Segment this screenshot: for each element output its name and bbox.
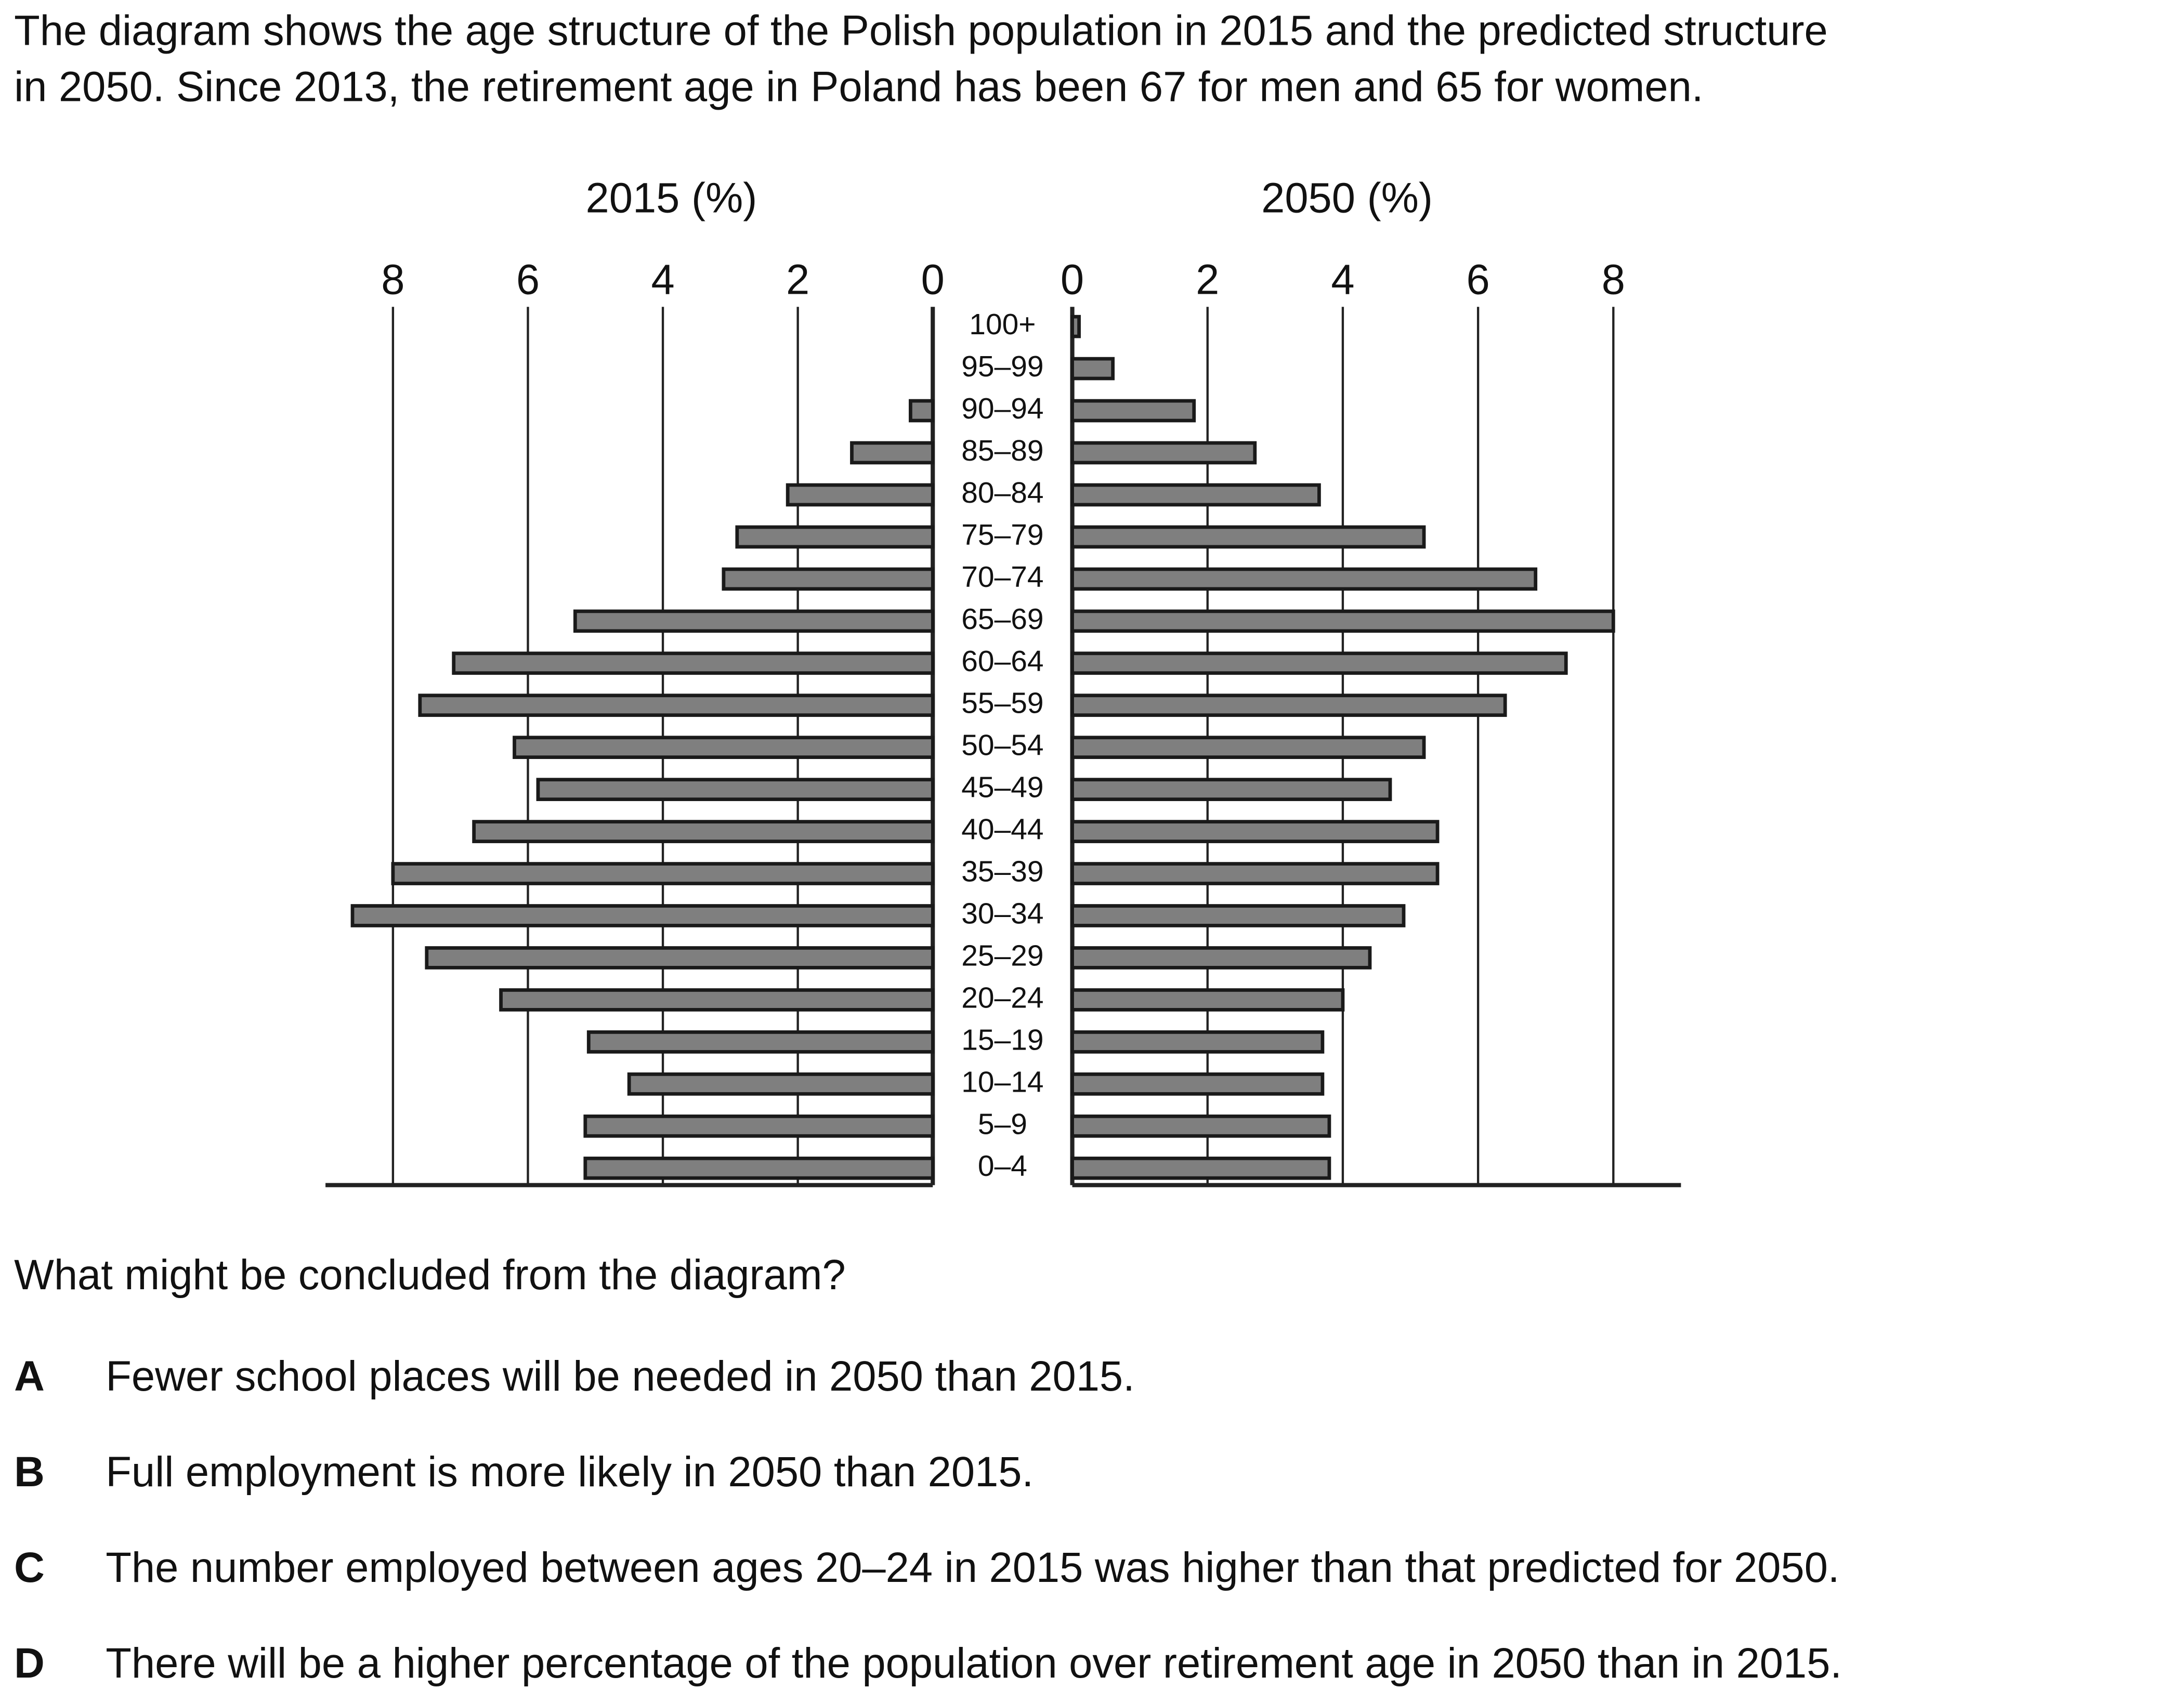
bar [536, 778, 935, 801]
x-tick-label: 6 [1467, 256, 1490, 304]
x-tick-label: 0 [1061, 256, 1084, 304]
chart: 100+ 95–99 90–94 85–89 80–84 75–79 70–74 65–69 6… [325, 175, 1681, 1187]
category-label: 65–69 [961, 603, 1043, 636]
bar [1070, 1156, 1331, 1180]
bar [573, 609, 935, 633]
x-tick-label: 0 [921, 256, 945, 304]
category-label: 10–14 [961, 1066, 1043, 1098]
bar [1070, 651, 1568, 675]
bar [1070, 525, 1426, 549]
bar [1070, 904, 1406, 927]
option-text: The number employed between ages 20–24 i… [106, 1544, 1839, 1591]
bar [627, 1072, 935, 1096]
bar [1070, 736, 1426, 760]
bar [786, 483, 935, 507]
intro-line: in 2050. Since 2013, the retirement age … [14, 63, 1703, 111]
category-label: 0–4 [978, 1150, 1027, 1183]
category-label: 95–99 [961, 350, 1043, 383]
bar [1070, 609, 1615, 633]
category-label: 45–49 [961, 771, 1043, 804]
bar [1070, 1030, 1325, 1054]
category-label: 75–79 [961, 519, 1043, 552]
bar [583, 1156, 935, 1180]
bar [472, 820, 935, 843]
bar [1070, 820, 1440, 843]
category-label: 20–24 [961, 981, 1043, 1014]
bar [850, 441, 935, 465]
x-tick-label: 4 [651, 256, 674, 304]
bar [1070, 567, 1538, 591]
x-tick-label: 2 [1196, 256, 1219, 304]
x-tick-label: 2 [786, 256, 809, 304]
bar [1070, 946, 1372, 970]
category-label: 100+ [969, 308, 1036, 341]
category-label: 60–64 [961, 645, 1043, 678]
bar [1070, 693, 1507, 717]
bar [583, 1114, 935, 1138]
bar [1070, 1072, 1325, 1096]
bar [452, 651, 935, 675]
bar [499, 988, 935, 1012]
bar [1070, 778, 1392, 801]
option-letter: A [14, 1353, 45, 1400]
bar [722, 567, 935, 591]
category-label: 15–19 [961, 1024, 1043, 1056]
bar [391, 862, 935, 885]
category-label: 90–94 [961, 392, 1043, 425]
intro-line: The diagram shows the age structure of t… [14, 7, 1828, 54]
category-label: 35–39 [961, 856, 1043, 888]
category-label: 80–84 [961, 477, 1043, 509]
bar [1070, 357, 1115, 381]
bar [1070, 1114, 1331, 1138]
bar [586, 1030, 935, 1054]
question: What might be concluded from the diagram… [14, 1251, 846, 1299]
x-tick-label: 4 [1331, 256, 1354, 304]
x-tick-label: 8 [381, 256, 404, 304]
category-label: 55–59 [961, 687, 1043, 720]
category-label: 30–34 [961, 898, 1043, 931]
options: A Fewer school places will be needed in 2… [14, 1353, 1842, 1687]
option-letter: B [14, 1448, 45, 1496]
bar [1070, 441, 1257, 465]
x-tick-label: 8 [1602, 256, 1625, 304]
x-tick-label: 6 [516, 256, 540, 304]
category-label: 25–29 [961, 940, 1043, 973]
bar [1070, 399, 1196, 423]
bar [513, 736, 935, 760]
bar [1070, 988, 1345, 1012]
bar [425, 946, 935, 970]
bar [909, 399, 935, 423]
bar [1070, 315, 1081, 338]
category-label: 50–54 [961, 729, 1043, 762]
option-text: Full employment is more likely in 2050 t… [106, 1448, 1034, 1496]
bar [418, 693, 935, 717]
panel-title: 2015 (%) [586, 175, 757, 222]
category-label: 40–44 [961, 814, 1043, 846]
panel-title: 2050 (%) [1261, 175, 1433, 222]
bar [350, 904, 935, 927]
bar [1070, 862, 1440, 885]
category-label: 5–9 [978, 1108, 1027, 1141]
bar [1070, 483, 1321, 507]
option-text: Fewer school places will be needed in 20… [106, 1353, 1134, 1400]
bar [735, 525, 935, 549]
category-label: 85–89 [961, 435, 1043, 467]
option-letter: C [14, 1544, 45, 1591]
option-text: There will be a higher percentage of the… [106, 1640, 1842, 1687]
category-label: 70–74 [961, 561, 1043, 594]
option-letter: D [14, 1640, 45, 1687]
